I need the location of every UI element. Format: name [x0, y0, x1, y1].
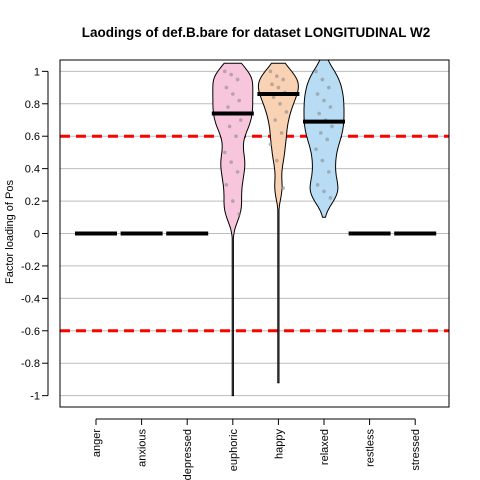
data-point: [278, 101, 282, 106]
x-tick-label: anxious: [137, 429, 149, 467]
data-point: [320, 158, 325, 163]
data-point: [315, 183, 320, 187]
reference-lines: [60, 134, 449, 333]
data-point: [224, 183, 229, 187]
data-point: [224, 85, 229, 90]
data-point: [322, 98, 326, 103]
data-point: [281, 186, 286, 190]
data-point: [227, 124, 232, 129]
plot-frame: [59, 59, 450, 408]
y-tick-label: -0.2: [21, 261, 40, 273]
data-point: [327, 85, 331, 90]
data-point: [284, 110, 289, 114]
data-point: [229, 160, 233, 164]
data-point: [234, 134, 238, 139]
chart-title: Laodings of def.B.bare for dataset LONGI…: [82, 25, 431, 40]
violins: [212, 59, 345, 397]
data-point: [268, 142, 273, 147]
y-axis: -1 -0.8 -0.6 -0.4 -0.2 0 0.2 0.4 0.6 0.8 1: [21, 66, 49, 403]
data-point: [223, 150, 227, 155]
data-point: [315, 92, 320, 96]
x-tick-label: stressed: [410, 429, 422, 471]
y-tick-label: 0.8: [25, 99, 40, 111]
x-axis: anger anxious depressed euphoric happy relaxe…: [91, 418, 422, 480]
data-point: [281, 77, 286, 82]
violin-euphoric: [212, 62, 254, 397]
data-point: [237, 98, 241, 103]
data-point: [328, 105, 333, 109]
y-axis-label: Factor loading of Pos: [4, 180, 16, 284]
data-point: [276, 85, 281, 90]
data-point: [226, 105, 230, 109]
data-point: [314, 69, 318, 74]
data-point: [239, 118, 243, 122]
y-tick-label: -0.4: [21, 293, 40, 305]
x-tick-label: anger: [91, 429, 103, 457]
y-tick-label: 1: [34, 66, 40, 78]
data-point: [273, 118, 278, 122]
y-tick-label: -0.6: [21, 326, 40, 338]
data-point: [319, 131, 323, 135]
data-point: [229, 72, 233, 77]
data-point: [330, 124, 334, 129]
data-point: [223, 69, 227, 74]
data-point: [275, 158, 279, 163]
mean-bars: [75, 92, 437, 236]
y-tick-label: 0.2: [25, 196, 40, 208]
x-tick-label: relaxed: [319, 429, 331, 465]
data-point: [271, 95, 276, 100]
data-point: [328, 196, 333, 200]
y-tick-label: 0: [34, 229, 40, 241]
data-point: [231, 199, 235, 203]
data-point: [275, 74, 279, 79]
data-point: [327, 170, 331, 174]
y-tick-label: -0.8: [21, 358, 40, 370]
y-tick-label: 0.6: [25, 131, 40, 143]
data-point: [314, 147, 318, 151]
data-point: [268, 69, 273, 74]
x-tick-label: happy: [273, 429, 285, 459]
data-point: [237, 212, 241, 216]
data-point: [317, 111, 322, 116]
data-point: [322, 189, 326, 194]
gridlines: [60, 70, 449, 397]
data-point: [231, 92, 235, 96]
data-point: [325, 137, 330, 142]
violin-happy: [257, 62, 299, 384]
data-point: [320, 77, 325, 82]
data-point: [235, 170, 240, 174]
x-tick-label: euphoric: [228, 429, 240, 472]
y-tick-label: -1: [30, 391, 40, 403]
y-tick-label: 0.4: [25, 164, 40, 176]
violin-relaxed: [303, 59, 345, 218]
data-point: [279, 131, 284, 135]
data-point: [235, 77, 240, 82]
x-tick-label: restless: [365, 429, 377, 467]
data-point: [270, 82, 274, 87]
x-tick-label: depressed: [182, 429, 194, 480]
